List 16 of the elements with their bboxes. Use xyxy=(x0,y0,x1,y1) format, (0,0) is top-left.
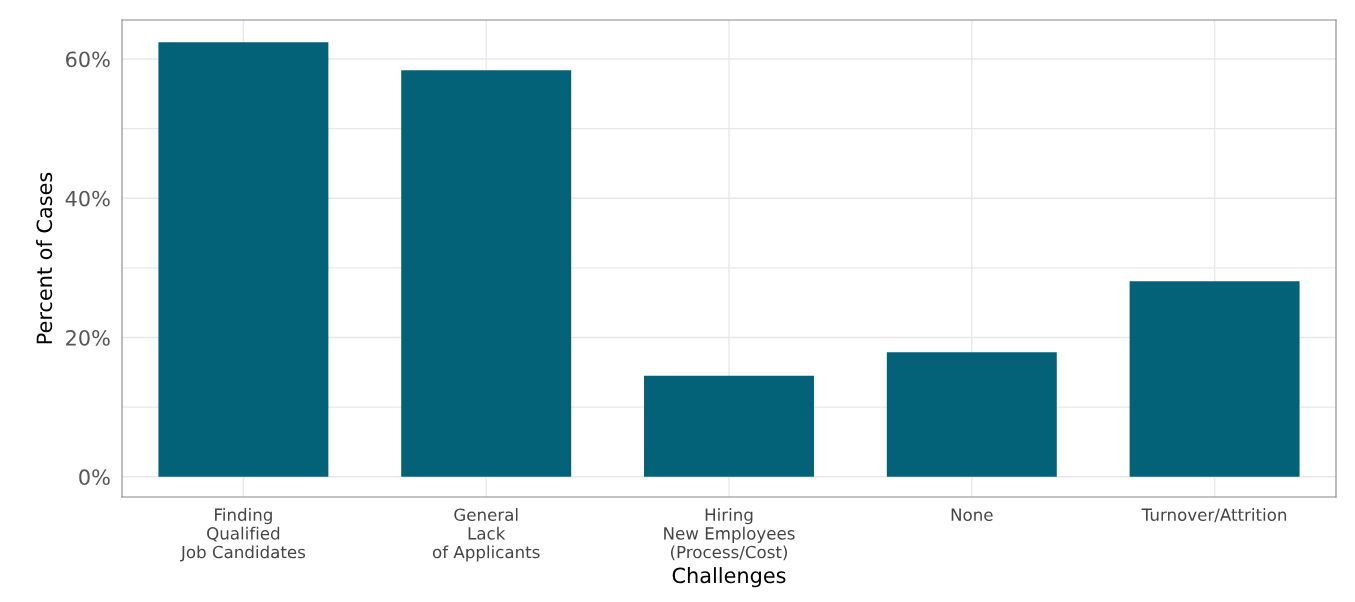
x-tick-label: General Lack of Applicants xyxy=(432,508,540,562)
bar xyxy=(1129,281,1300,477)
bar xyxy=(401,70,572,477)
x-tick-label: Finding Qualified Job Candidates xyxy=(180,508,306,562)
x-axis-title: Challenges xyxy=(672,567,786,588)
bar xyxy=(886,352,1057,477)
bar xyxy=(158,42,329,477)
y-tick-label: 20% xyxy=(66,329,110,346)
y-axis-title: Percent of Cases xyxy=(36,172,53,344)
y-tick-label: 0% xyxy=(79,469,110,486)
x-tick-label: Turnover/Attrition xyxy=(1141,508,1287,523)
bar xyxy=(644,375,814,477)
x-tick-label: Hiring New Employees (Process/Cost) xyxy=(664,508,795,561)
y-tick-label: 40% xyxy=(65,190,110,207)
x-tick-label: None xyxy=(951,508,993,522)
y-tick-label: 60% xyxy=(66,51,110,68)
